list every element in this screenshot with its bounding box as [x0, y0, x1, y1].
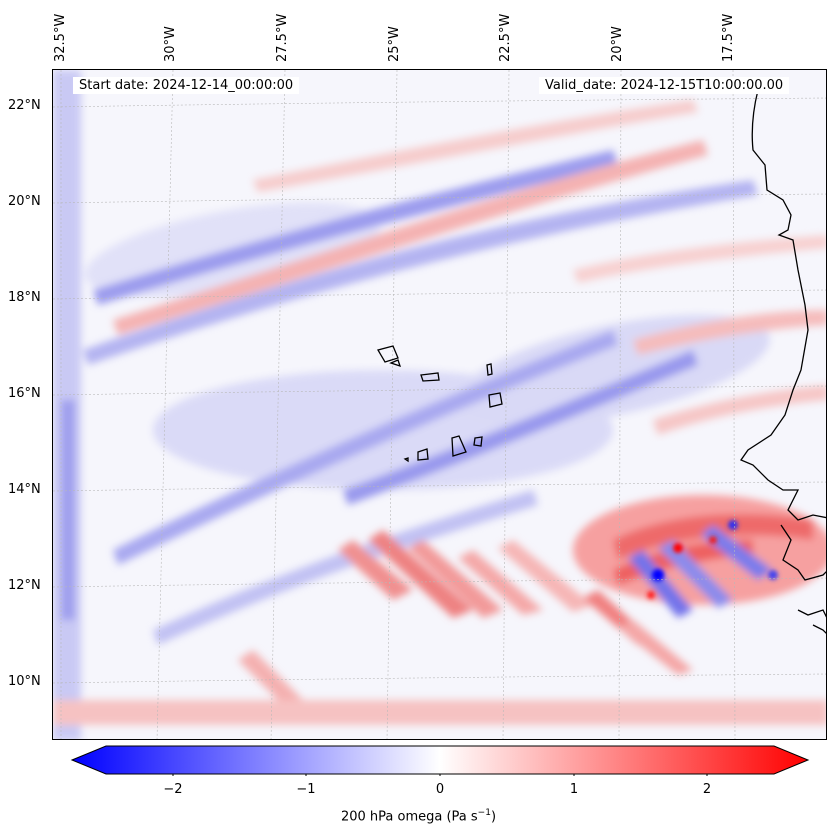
colorbar-label-end: ): [490, 809, 497, 825]
lon-label-22.5w: 22.5°W: [498, 13, 513, 62]
colorbar-label-exponent: −1: [477, 808, 491, 818]
colorbar: [70, 745, 810, 776]
lon-label-27.5w: 27.5°W: [275, 13, 290, 62]
lat-label-20n: 20°N: [8, 194, 41, 209]
lat-label-22n: 22°N: [8, 98, 41, 113]
omega-contours: [53, 70, 826, 739]
coastlines: [377, 89, 826, 634]
graticule: [53, 70, 826, 739]
lat-label-10n: 10°N: [8, 674, 41, 689]
colorbar-ticks: [172, 774, 708, 776]
lat-label-18n: 18°N: [8, 290, 41, 305]
colorbar-tick-1: 1: [569, 782, 579, 797]
lat-label-12n: 12°N: [8, 578, 41, 593]
map-panel: [52, 69, 827, 740]
colorbar-tick-2: 2: [702, 782, 712, 797]
lon-label-20w: 20°W: [610, 26, 625, 62]
colorbar-tick-0: 0: [435, 782, 445, 797]
colorbar-gradient: [70, 745, 810, 775]
omega-field-map: [53, 70, 826, 739]
lat-label-14n: 14°N: [8, 482, 41, 497]
lon-label-32.5w: 32.5°W: [53, 13, 68, 62]
lon-label-25w: 25°W: [387, 26, 402, 62]
colorbar-tick-neg2: −2: [163, 782, 183, 797]
lon-label-30w: 30°W: [163, 26, 178, 62]
colorbar-label-text: 200 hPa omega (Pa s: [340, 809, 478, 825]
omega-peaks: [647, 520, 778, 599]
colorbar-tick-neg1: −1: [296, 782, 316, 797]
lat-label-16n: 16°N: [8, 386, 41, 401]
valid-date-label: Valid_date: 2024-12-15T10:00:00.00: [539, 77, 790, 94]
start-date-label: Start date: 2024-12-14_00:00:00: [73, 77, 300, 94]
lon-label-17.5w: 17.5°W: [721, 13, 736, 62]
colorbar-label: 200 hPa omega (Pa s−1): [0, 808, 837, 824]
